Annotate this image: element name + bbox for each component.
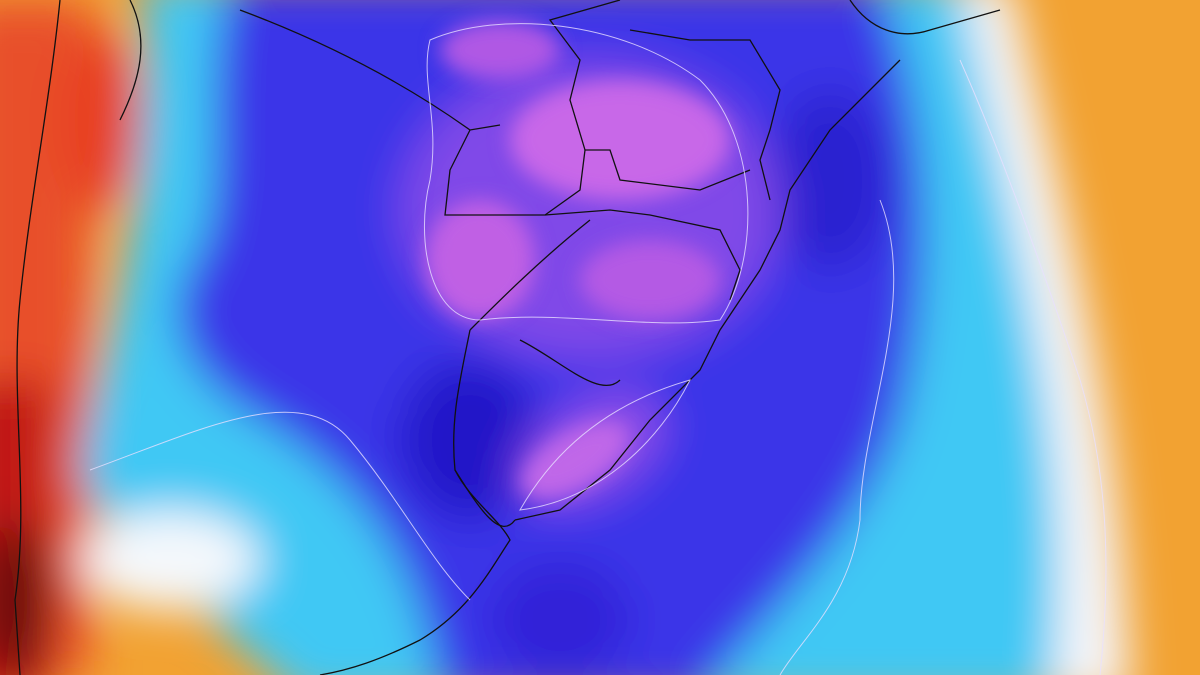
contours <box>89 23 1107 675</box>
coastline <box>319 469 511 675</box>
border <box>444 129 751 216</box>
hot-zone <box>0 520 55 675</box>
peak-cold-patches <box>425 20 730 499</box>
contour <box>779 199 895 675</box>
peak-cold-patch <box>425 200 535 320</box>
very-cold-zone <box>490 560 630 675</box>
peak-cold-patch <box>440 20 560 80</box>
contour <box>424 23 749 324</box>
very-cold-zone <box>770 90 890 270</box>
cool-band <box>80 510 260 610</box>
borders <box>14 0 1001 675</box>
contour <box>959 59 1107 675</box>
contour <box>89 411 471 601</box>
peak-cold-patch <box>510 80 730 200</box>
border <box>519 339 621 387</box>
coastline <box>514 59 901 521</box>
border <box>544 209 741 301</box>
border <box>119 0 142 121</box>
coastline <box>849 0 1001 35</box>
peak-cold-patch <box>521 421 629 499</box>
border <box>629 29 781 201</box>
border <box>469 219 591 331</box>
contour <box>519 379 691 511</box>
very-cold-zone <box>400 360 540 520</box>
border <box>548 0 621 151</box>
warm-zone <box>60 30 140 210</box>
border <box>239 9 501 131</box>
border <box>14 0 61 675</box>
peak-cold-patch <box>580 240 720 320</box>
